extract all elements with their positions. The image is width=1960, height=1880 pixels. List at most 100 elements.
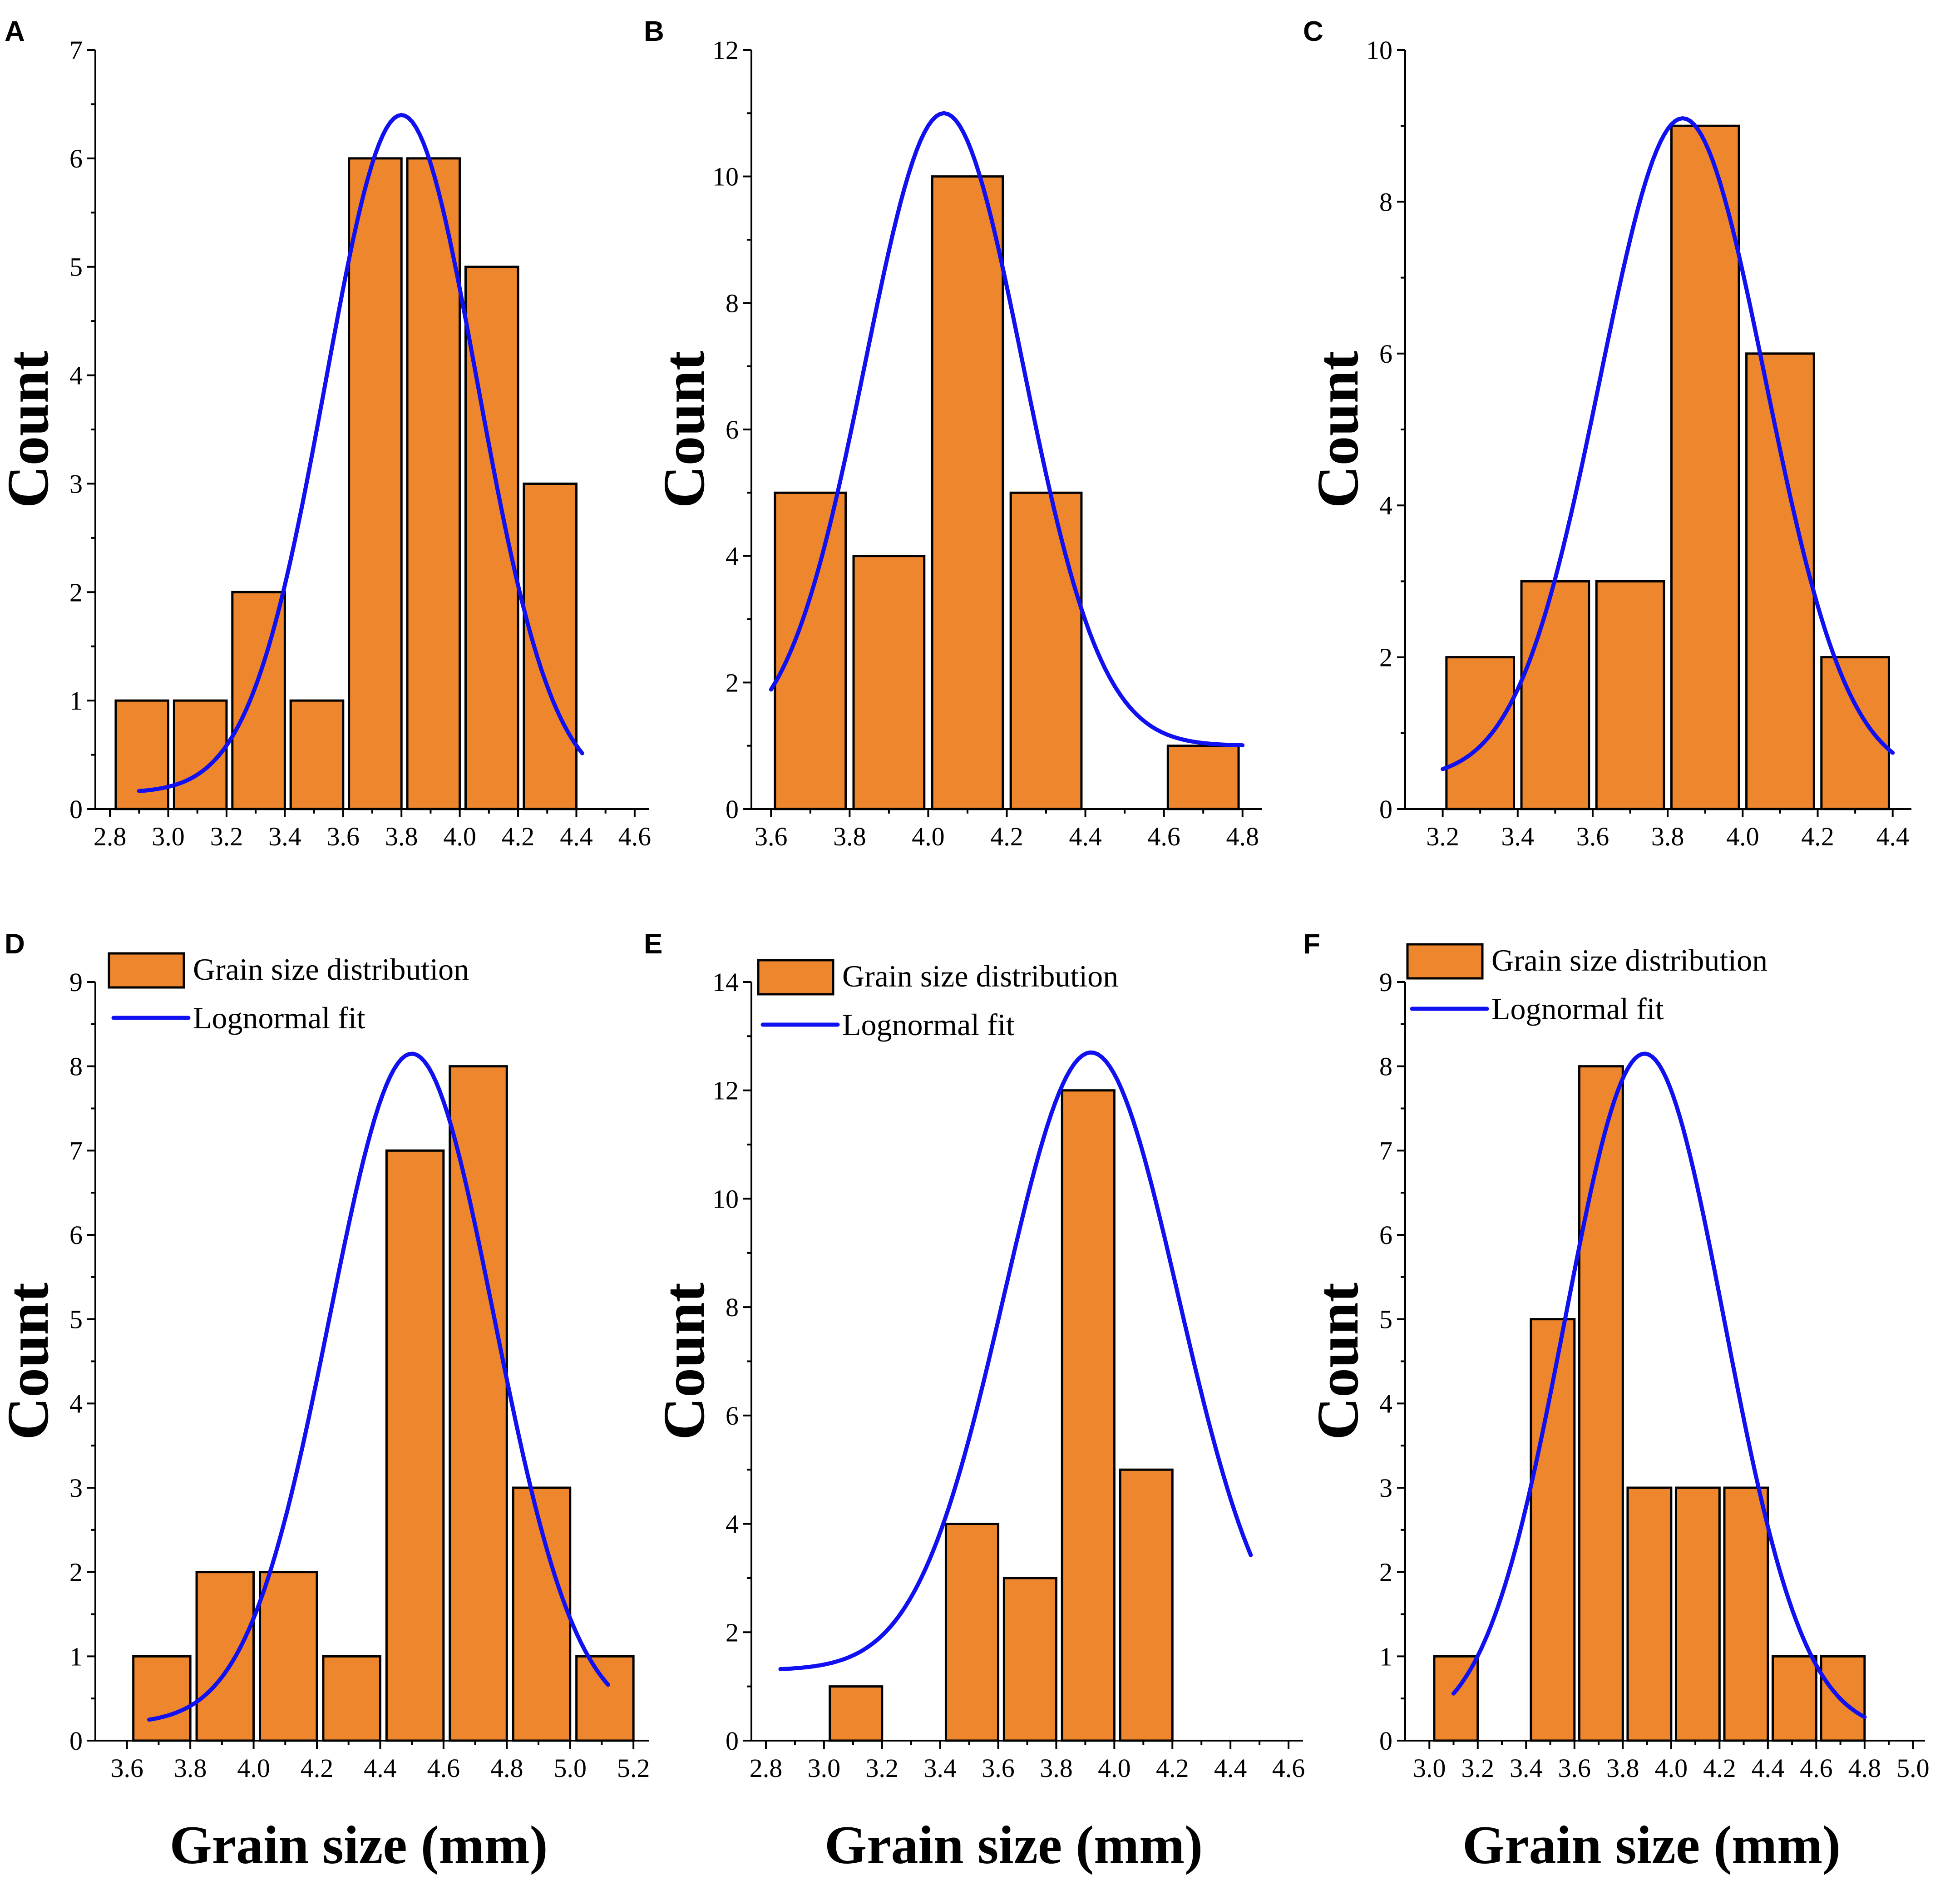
y-tick-label: 4 (1379, 491, 1392, 520)
x-tick-label: 3.6 (755, 822, 788, 851)
y-tick-label: 0 (726, 794, 739, 824)
x-tick-label: 5.2 (617, 1753, 650, 1783)
legend: Grain size distribution Lognormal fit (757, 959, 1118, 1042)
x-tick-label: 3.8 (1040, 1753, 1073, 1783)
panel-label: B (644, 16, 664, 47)
legend-bar-swatch (757, 959, 834, 996)
y-tick-label: 2 (1379, 1558, 1392, 1587)
x-tick-label: 4.6 (427, 1753, 460, 1783)
bar-f-3 (1578, 1065, 1624, 1742)
x-tick-label: 3.4 (268, 822, 301, 851)
bar-d-5 (385, 1149, 445, 1742)
panel-label: A (5, 16, 25, 47)
legend-fit-label: Lognormal fit (193, 1001, 365, 1035)
panel-label: C (1303, 16, 1323, 47)
y-tick-label: 9 (1379, 967, 1392, 997)
y-axis-title: Count (652, 351, 717, 508)
y-tick-label: 5 (69, 252, 83, 282)
x-tick-label: 4.8 (1226, 822, 1259, 851)
bar-c-6 (1820, 656, 1890, 810)
x-tick-label: 4.4 (364, 1753, 397, 1783)
bar-c-4 (1670, 124, 1740, 810)
x-tick-label: 3.2 (866, 1753, 899, 1783)
legend-bars-label: Grain size distribution (1491, 943, 1767, 977)
y-tick-label: 10 (712, 1184, 739, 1214)
x-tick-label: 3.6 (982, 1753, 1015, 1783)
y-tick-label: 6 (69, 1220, 83, 1250)
x-tick-label: 2.8 (750, 1753, 783, 1783)
bar-f-6 (1723, 1486, 1769, 1742)
legend-bar-swatch (108, 952, 185, 989)
bar-c-5 (1745, 352, 1815, 810)
y-tick-label: 4 (726, 1510, 739, 1539)
chart-panel-a: A 0 1 2 3 4 5 6 7 2.8 3.0 3.2 3.4 3.6 3.8 4.0 4.2 4.4 4.6 C… (0, 16, 651, 851)
x-tick-label: 4.0 (1726, 822, 1759, 851)
x-tick-label: 3.8 (1651, 822, 1684, 851)
lognormal-fit-curve (769, 111, 1245, 748)
x-tick-label: 4.0 (1098, 1753, 1131, 1783)
legend-bars-label: Grain size distribution (193, 952, 469, 987)
y-tick-label: 7 (1379, 1136, 1392, 1165)
lognormal-fit-curve (778, 1050, 1253, 1671)
y-tick-label: 5 (1379, 1305, 1392, 1334)
x-tick-label: 4.0 (1655, 1753, 1688, 1783)
y-tick-label: 0 (726, 1726, 739, 1756)
y-tick-label: 3 (1379, 1473, 1392, 1503)
x-tick-label: 3.8 (385, 822, 418, 851)
bar-f-7 (1771, 1655, 1817, 1742)
y-tick-label: 0 (1379, 794, 1392, 824)
x-tick-label: 3.8 (833, 822, 866, 851)
bar-f-5 (1674, 1486, 1721, 1742)
bar-b-5 (1166, 745, 1240, 810)
y-tick-label: 2 (69, 1558, 83, 1587)
y-tick-label: 3 (69, 469, 83, 498)
y-tick-label: 6 (69, 144, 83, 173)
bar-e-3 (1002, 1577, 1057, 1742)
x-tick-label: 4.4 (560, 822, 593, 851)
legend-bars-label: Grain size distribution (842, 959, 1118, 993)
y-axis-title: Count (1305, 1283, 1371, 1440)
y-axis-title: Count (0, 1283, 61, 1440)
bar-b-3 (931, 175, 1004, 810)
panel-label: D (5, 928, 25, 960)
x-tick-label: 4.6 (1800, 1753, 1833, 1783)
x-tick-label: 3.0 (808, 1753, 841, 1783)
y-tick-label: 0 (69, 794, 83, 824)
x-tick-label: 3.6 (1558, 1753, 1591, 1783)
lognormal-fit-curve (1451, 1051, 1867, 1719)
legend-bar-swatch (1406, 943, 1484, 980)
y-tick-label: 0 (69, 1726, 83, 1756)
y-tick-label: 10 (1366, 35, 1392, 65)
y-tick-label: 1 (69, 1642, 83, 1671)
bar-d-3 (259, 1571, 318, 1742)
x-axis-title: Grain size (mm) (1462, 1815, 1841, 1875)
x-tick-label: 2.8 (94, 822, 127, 851)
x-tick-label: 3.6 (110, 1753, 143, 1783)
x-tick-label: 3.0 (152, 822, 185, 851)
bar-e-1 (829, 1685, 884, 1742)
x-tick-label: 5.0 (1896, 1753, 1930, 1783)
y-tick-label: 7 (69, 1136, 83, 1165)
y-tick-label: 3 (69, 1473, 83, 1503)
y-tick-label: 8 (69, 1052, 83, 1081)
y-axis-title: Count (652, 1283, 717, 1440)
y-tick-label: 0 (1379, 1726, 1392, 1756)
y-tick-label: 4 (69, 1389, 83, 1418)
y-tick-label: 2 (1379, 643, 1392, 672)
y-tick-label: 8 (1379, 1052, 1392, 1081)
panel-label: E (644, 928, 662, 960)
y-tick-label: 2 (726, 1618, 739, 1647)
bar-b-2 (852, 555, 926, 810)
x-tick-label: 3.2 (1461, 1753, 1495, 1783)
bar-e-2 (944, 1523, 1000, 1742)
y-tick-label: 8 (1379, 187, 1392, 217)
x-axis-title: Grain size (mm) (824, 1815, 1203, 1875)
x-tick-label: 4.2 (1801, 822, 1834, 851)
y-tick-label: 12 (712, 35, 739, 65)
legend: Grain size distribution Lognormal fit (108, 952, 469, 1035)
x-tick-label: 4.8 (1848, 1753, 1881, 1783)
lognormal-fit-curve (147, 1051, 610, 1722)
x-tick-label: 4.6 (618, 822, 652, 851)
bar-b-4 (1009, 491, 1083, 810)
y-tick-label: 14 (712, 967, 739, 997)
